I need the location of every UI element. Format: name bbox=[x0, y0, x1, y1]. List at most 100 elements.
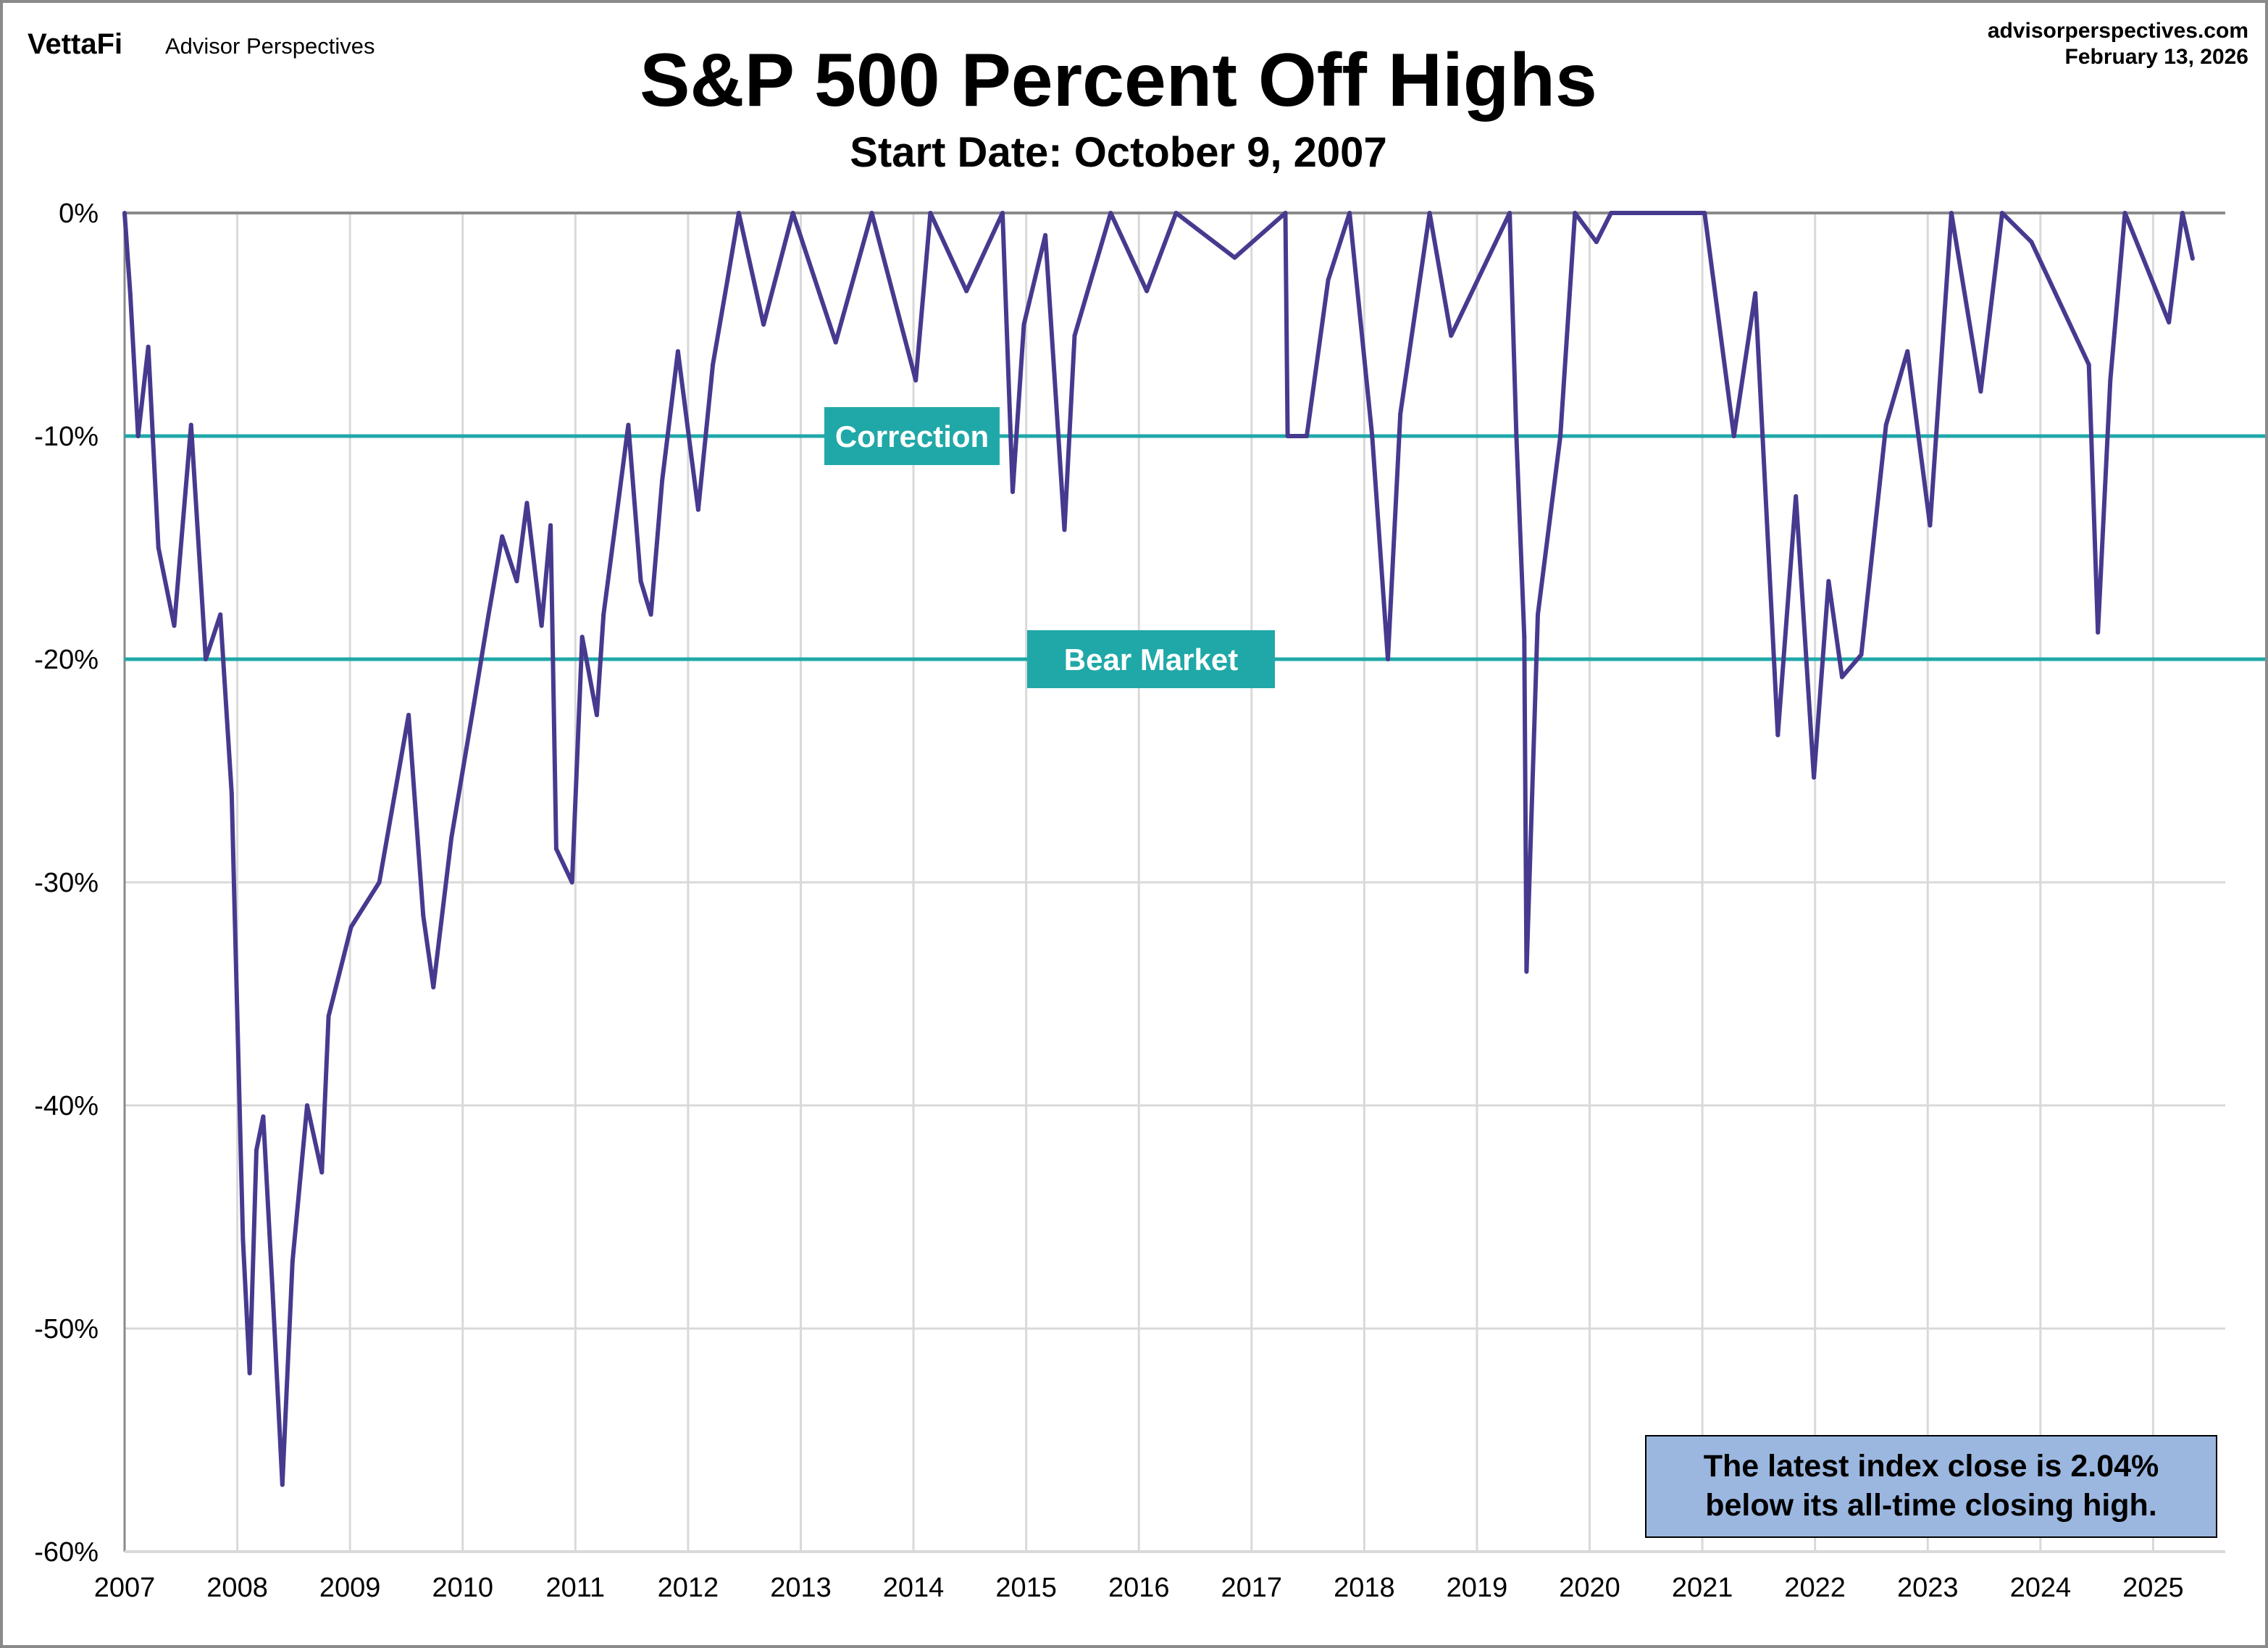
data-point bbox=[761, 322, 766, 327]
data-point bbox=[833, 340, 838, 345]
x-tick-label: 2023 bbox=[1897, 1573, 1959, 1603]
data-point bbox=[1347, 211, 1352, 215]
vettafi-logo: VettaFi bbox=[28, 28, 122, 60]
brand-name: Advisor Perspectives bbox=[165, 33, 374, 59]
data-point bbox=[616, 501, 621, 506]
x-tick-label: 2014 bbox=[883, 1573, 945, 1603]
data-point bbox=[235, 1013, 240, 1019]
x-tick-label: 2020 bbox=[1559, 1573, 1620, 1603]
data-point bbox=[1043, 233, 1048, 238]
data-point bbox=[1794, 494, 1799, 499]
data-point bbox=[1370, 434, 1375, 438]
data-point bbox=[964, 288, 969, 293]
website: advisorperspectives.com bbox=[1988, 19, 2248, 43]
y-tick-label: -20% bbox=[34, 645, 99, 675]
x-tick-label: 2021 bbox=[1672, 1573, 1733, 1603]
x-tick-label: 2018 bbox=[1334, 1573, 1395, 1603]
data-point bbox=[2086, 362, 2091, 367]
data-point bbox=[1283, 211, 1288, 215]
x-tick-label: 2008 bbox=[206, 1573, 268, 1603]
data-point bbox=[725, 277, 730, 283]
data-point bbox=[1010, 490, 1015, 494]
data-point bbox=[1305, 434, 1310, 438]
chart-subtitle: Start Date: October 9, 2007 bbox=[850, 129, 1386, 176]
data-point bbox=[626, 422, 631, 427]
data-point bbox=[569, 880, 574, 884]
data-point bbox=[1535, 612, 1540, 617]
data-point bbox=[1398, 411, 1403, 417]
x-tick-label: 2011 bbox=[545, 1573, 605, 1603]
data-point bbox=[1514, 434, 1519, 438]
data-point bbox=[172, 623, 177, 628]
data-point bbox=[261, 1114, 266, 1119]
data-point bbox=[449, 835, 454, 840]
data-point bbox=[1999, 211, 2004, 215]
reference-label: Correction bbox=[835, 419, 989, 453]
x-tick-label: 2012 bbox=[658, 1573, 719, 1603]
data-point bbox=[146, 344, 151, 349]
data-point bbox=[2190, 256, 2195, 261]
data-point bbox=[2122, 211, 2127, 215]
data-point bbox=[218, 612, 223, 617]
data-point bbox=[1594, 240, 1599, 245]
y-tick-label: -10% bbox=[34, 422, 99, 452]
data-point bbox=[305, 1103, 310, 1108]
data-point bbox=[539, 623, 544, 628]
data-point bbox=[869, 211, 874, 215]
annotation-box: The latest index close is 2.04% below it… bbox=[1645, 1435, 2217, 1538]
data-point bbox=[122, 211, 127, 215]
data-point bbox=[2180, 211, 2185, 215]
data-point bbox=[156, 545, 161, 550]
data-point bbox=[1232, 255, 1237, 260]
data-point bbox=[229, 790, 234, 795]
data-point bbox=[290, 1259, 295, 1264]
x-tick-label: 2017 bbox=[1221, 1573, 1283, 1603]
data-point bbox=[421, 913, 426, 919]
data-point bbox=[431, 984, 436, 990]
data-point bbox=[1062, 527, 1067, 532]
data-point bbox=[486, 612, 491, 617]
data-point bbox=[1928, 523, 1933, 528]
annotation-line-2: below its all-time closing high. bbox=[1705, 1488, 2157, 1523]
data-point bbox=[1731, 434, 1736, 438]
data-point bbox=[1978, 389, 1983, 394]
reference-lines bbox=[125, 434, 2265, 661]
data-point bbox=[1573, 211, 1578, 215]
data-point bbox=[1558, 434, 1563, 438]
data-point bbox=[1021, 322, 1026, 327]
axes: 2007 2008 2009 2010 2011 2012 2013 2014 2015 2016… bbox=[34, 198, 2225, 1603]
data-point bbox=[2096, 630, 2101, 635]
data-point bbox=[1883, 422, 1888, 427]
x-tick-label: 2019 bbox=[1447, 1573, 1508, 1603]
x-tick-label: 2025 bbox=[2122, 1573, 2184, 1603]
line-chart: VettaFi Advisor Perspectives advisorpers… bbox=[28, 19, 2265, 1603]
data-point bbox=[553, 846, 558, 851]
data-point bbox=[204, 657, 209, 661]
data-point bbox=[2167, 319, 2172, 325]
data-point bbox=[1072, 333, 1077, 338]
data-point bbox=[1840, 674, 1845, 679]
x-tick-label: 2022 bbox=[1784, 1573, 1846, 1603]
x-tick-label: 2007 bbox=[94, 1573, 156, 1603]
x-tick-label: 2013 bbox=[770, 1573, 832, 1603]
data-point bbox=[406, 713, 411, 717]
data-point bbox=[2108, 378, 2113, 382]
data-point bbox=[524, 501, 530, 506]
x-tick-label: 2009 bbox=[319, 1573, 381, 1603]
data-point bbox=[1949, 211, 1954, 215]
data-point bbox=[247, 1371, 252, 1376]
data-point bbox=[500, 534, 505, 539]
data-point bbox=[711, 362, 716, 367]
data-point bbox=[1522, 635, 1527, 640]
reference-labels: Correction Bear Market bbox=[824, 407, 1275, 688]
data-point bbox=[1812, 775, 1817, 780]
data-point bbox=[1108, 211, 1113, 215]
series-layer bbox=[122, 211, 2195, 1487]
annotation-background bbox=[1645, 1435, 2217, 1538]
data-point bbox=[188, 422, 193, 427]
data-point bbox=[254, 1147, 259, 1153]
data-point bbox=[695, 507, 700, 512]
y-tick-label: -50% bbox=[34, 1314, 99, 1344]
y-tick-label: -40% bbox=[34, 1091, 99, 1121]
